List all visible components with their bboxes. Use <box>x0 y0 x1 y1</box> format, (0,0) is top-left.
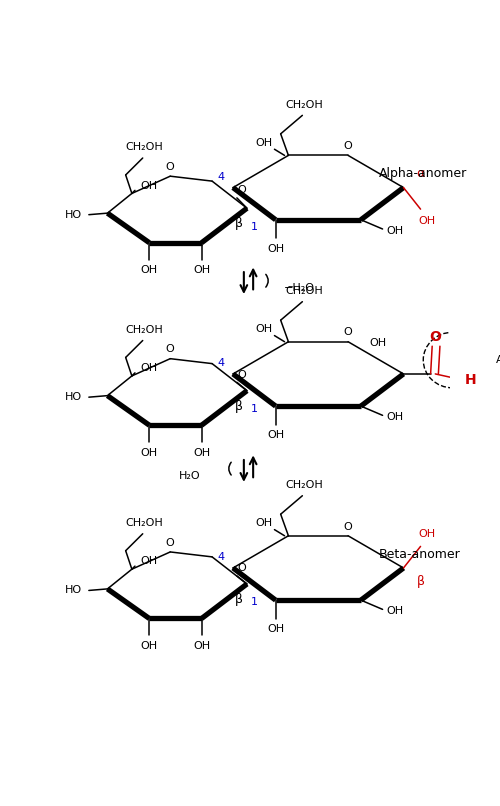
Text: H: H <box>465 373 476 387</box>
Text: OH: OH <box>140 181 158 191</box>
Text: OH: OH <box>140 448 158 458</box>
Text: O: O <box>344 141 352 152</box>
Text: Beta-anomer: Beta-anomer <box>378 547 460 561</box>
Text: Alpha-anomer: Alpha-anomer <box>378 167 467 181</box>
Text: 1: 1 <box>251 404 258 414</box>
Text: OH: OH <box>193 265 210 276</box>
Text: CH₂OH: CH₂OH <box>126 142 163 152</box>
Text: OH: OH <box>386 412 404 422</box>
Text: 4: 4 <box>218 552 225 562</box>
Text: 1: 1 <box>251 222 258 231</box>
Text: OH: OH <box>140 364 158 373</box>
Text: OH: OH <box>418 217 436 226</box>
Text: CH₂OH: CH₂OH <box>285 286 323 296</box>
Text: 1: 1 <box>251 597 258 608</box>
Text: O: O <box>166 162 174 172</box>
Text: 4: 4 <box>218 358 225 368</box>
Text: OH: OH <box>255 518 272 529</box>
FancyArrowPatch shape <box>229 463 231 475</box>
Text: OH: OH <box>267 244 284 254</box>
Text: HO: HO <box>65 585 82 596</box>
Text: O: O <box>344 327 352 338</box>
Text: OH: OH <box>193 642 210 651</box>
Text: HO: HO <box>65 393 82 402</box>
Text: −H₂O: −H₂O <box>284 283 314 293</box>
Text: β: β <box>416 575 424 588</box>
Text: O: O <box>166 538 174 548</box>
Text: Aldeyde group: Aldeyde group <box>496 355 500 365</box>
Text: O: O <box>237 370 246 380</box>
Text: OH: OH <box>386 606 404 616</box>
Text: CH₂OH: CH₂OH <box>285 480 323 490</box>
Text: 4: 4 <box>218 172 225 182</box>
Text: β: β <box>235 593 243 606</box>
FancyArrowPatch shape <box>266 274 268 287</box>
Text: OH: OH <box>418 529 436 539</box>
Text: HO: HO <box>65 210 82 220</box>
Text: OH: OH <box>140 265 158 276</box>
Text: O: O <box>430 330 441 344</box>
Text: OH: OH <box>193 448 210 458</box>
Text: β: β <box>235 217 243 231</box>
Text: CH₂OH: CH₂OH <box>126 518 163 528</box>
Text: OH: OH <box>267 625 284 634</box>
Text: OH: OH <box>386 226 404 235</box>
Text: O: O <box>166 344 174 355</box>
Text: O: O <box>237 563 246 573</box>
Text: CH₂OH: CH₂OH <box>285 100 323 110</box>
Text: OH: OH <box>370 339 387 348</box>
Text: H₂O: H₂O <box>179 471 201 480</box>
Text: O: O <box>344 521 352 531</box>
Text: OH: OH <box>255 138 272 148</box>
Text: CH₂OH: CH₂OH <box>126 325 163 334</box>
Text: OH: OH <box>140 642 158 651</box>
Text: OH: OH <box>140 556 158 567</box>
Text: β: β <box>235 400 243 413</box>
Text: OH: OH <box>267 430 284 440</box>
Text: O: O <box>237 185 246 195</box>
Text: OH: OH <box>255 324 272 334</box>
Text: α: α <box>416 167 424 181</box>
